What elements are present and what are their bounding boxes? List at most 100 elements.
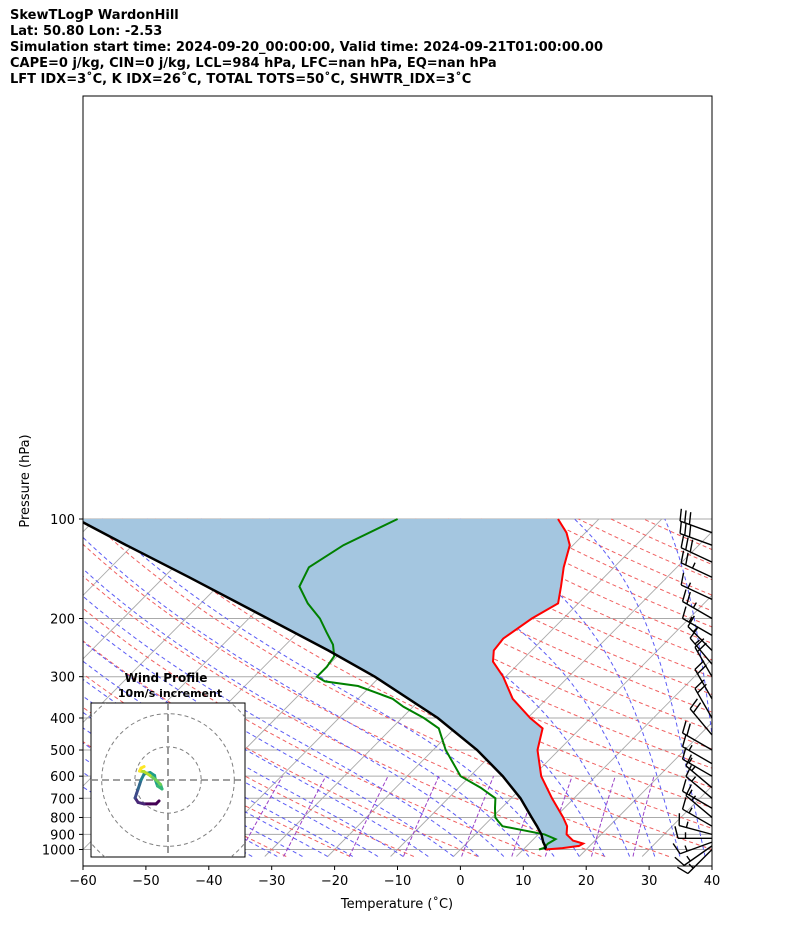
barb-flag xyxy=(685,552,689,566)
barb-staff xyxy=(679,532,713,546)
barb-flag xyxy=(680,550,685,563)
y-tick-label: 500 xyxy=(50,744,75,759)
isotherm-line xyxy=(704,848,712,857)
wind-barb xyxy=(680,535,713,563)
barb-flag xyxy=(688,524,692,538)
mixing-ratio-line xyxy=(348,775,389,857)
dry-adiabat xyxy=(121,518,712,829)
dry-adiabat xyxy=(350,518,712,696)
moist-adiabat xyxy=(83,619,454,857)
barb-half-flag xyxy=(688,807,693,814)
barb-half-flag xyxy=(686,855,691,862)
y-tick-label: 700 xyxy=(50,792,75,807)
mixing-ratio-line xyxy=(283,775,327,857)
barb-staff xyxy=(694,646,713,678)
barb-staff xyxy=(694,688,713,719)
barb-flag xyxy=(697,664,707,675)
y-tick-label: 100 xyxy=(50,513,75,528)
barb-flag xyxy=(681,720,687,734)
barb-staff xyxy=(682,600,713,620)
hodograph-inset: Wind Profile 10m/s increment xyxy=(90,671,246,858)
barb-staff xyxy=(682,732,713,751)
barb-staff xyxy=(679,520,713,534)
isotherm-line xyxy=(641,785,712,857)
y-axis-label: Pressure (hPa) xyxy=(18,434,33,527)
barb-half-flag xyxy=(685,821,689,828)
barb-half-flag xyxy=(688,789,693,796)
dry-adiabat xyxy=(317,518,712,713)
barb-flag xyxy=(679,508,683,522)
moist-adiabat xyxy=(354,518,656,857)
mixing-ratio-line xyxy=(591,776,616,857)
barb-flag xyxy=(672,843,681,855)
barb-flag xyxy=(692,702,702,714)
moist-adiabat xyxy=(83,536,530,857)
indices-line-2: LFT IDX=3˚C, K IDX=26˚C, TOTAL TOTS=50˚C… xyxy=(10,72,472,87)
isotherm-line xyxy=(83,518,97,533)
barb-staff xyxy=(689,637,713,665)
wind-barb xyxy=(674,826,712,840)
wind-barb xyxy=(685,754,713,789)
hodograph-title: Wind Profile xyxy=(125,671,208,685)
barb-flag xyxy=(685,754,692,767)
y-tick-label: 200 xyxy=(50,613,75,628)
dry-adiabat xyxy=(382,518,712,678)
barb-staff xyxy=(680,547,713,563)
mixing-ratio-line xyxy=(632,776,655,857)
isotherm-line xyxy=(390,531,712,857)
barb-staff xyxy=(687,625,713,652)
x-tick-label: 10 xyxy=(515,874,532,889)
moist-adiabat xyxy=(664,518,712,739)
wind-barb xyxy=(694,660,713,700)
cape-cin-fill xyxy=(83,519,584,850)
wind-barb xyxy=(681,779,713,809)
barb-flag xyxy=(687,615,695,627)
y-tick-label: 300 xyxy=(50,671,75,686)
hodograph-subtitle: 10m/s increment xyxy=(118,687,222,700)
indices-line-1: CAPE=0 j/kg, CIN=0 j/kg, LCL=984 hPa, LF… xyxy=(10,56,497,71)
barb-half-flag xyxy=(694,639,701,645)
barb-staff xyxy=(687,849,713,875)
barb-flag xyxy=(685,537,689,550)
y-tick-label: 600 xyxy=(50,770,75,785)
x-tick-label: 20 xyxy=(578,874,595,889)
barb-flag xyxy=(694,660,705,670)
barb-flag xyxy=(674,826,679,839)
wind-barb xyxy=(672,841,713,855)
barb-flag xyxy=(689,698,698,710)
chart-title: SkewTLogP WardonHill xyxy=(10,8,179,23)
barb-flag xyxy=(676,866,689,875)
barb-flag xyxy=(681,779,687,792)
barb-staff xyxy=(682,758,713,777)
wind-barb xyxy=(681,720,713,751)
barb-staff xyxy=(685,795,713,819)
barb-half-flag xyxy=(688,863,694,869)
y-tick-label: 800 xyxy=(50,811,75,826)
x-tick-label: −20 xyxy=(321,874,348,889)
wind-barb xyxy=(679,508,713,534)
barb-half-flag xyxy=(692,602,697,609)
isotherm-line xyxy=(83,518,159,596)
time-line: Simulation start time: 2024-09-20_00:00:… xyxy=(10,40,603,55)
barb-flag xyxy=(685,765,692,777)
barb-flag xyxy=(686,723,691,736)
barb-flag xyxy=(680,535,685,548)
wind-barb xyxy=(681,797,713,827)
barb-half-flag xyxy=(688,757,693,764)
barb-staff xyxy=(682,808,713,827)
barb-flag xyxy=(689,539,694,553)
barb-flag xyxy=(680,572,685,586)
x-tick-label: −50 xyxy=(132,874,159,889)
barb-staff xyxy=(680,584,713,600)
temperature-line xyxy=(491,518,586,851)
x-tick-label: −10 xyxy=(384,874,411,889)
wind-barb xyxy=(679,521,713,546)
parcel-line xyxy=(83,520,548,850)
mixing-ratio-line xyxy=(402,775,440,857)
barb-staff xyxy=(678,824,713,836)
x-axis-label: Temperature (˚C) xyxy=(340,896,453,912)
wind-barb xyxy=(680,550,713,578)
x-tick-label: −40 xyxy=(195,874,222,889)
